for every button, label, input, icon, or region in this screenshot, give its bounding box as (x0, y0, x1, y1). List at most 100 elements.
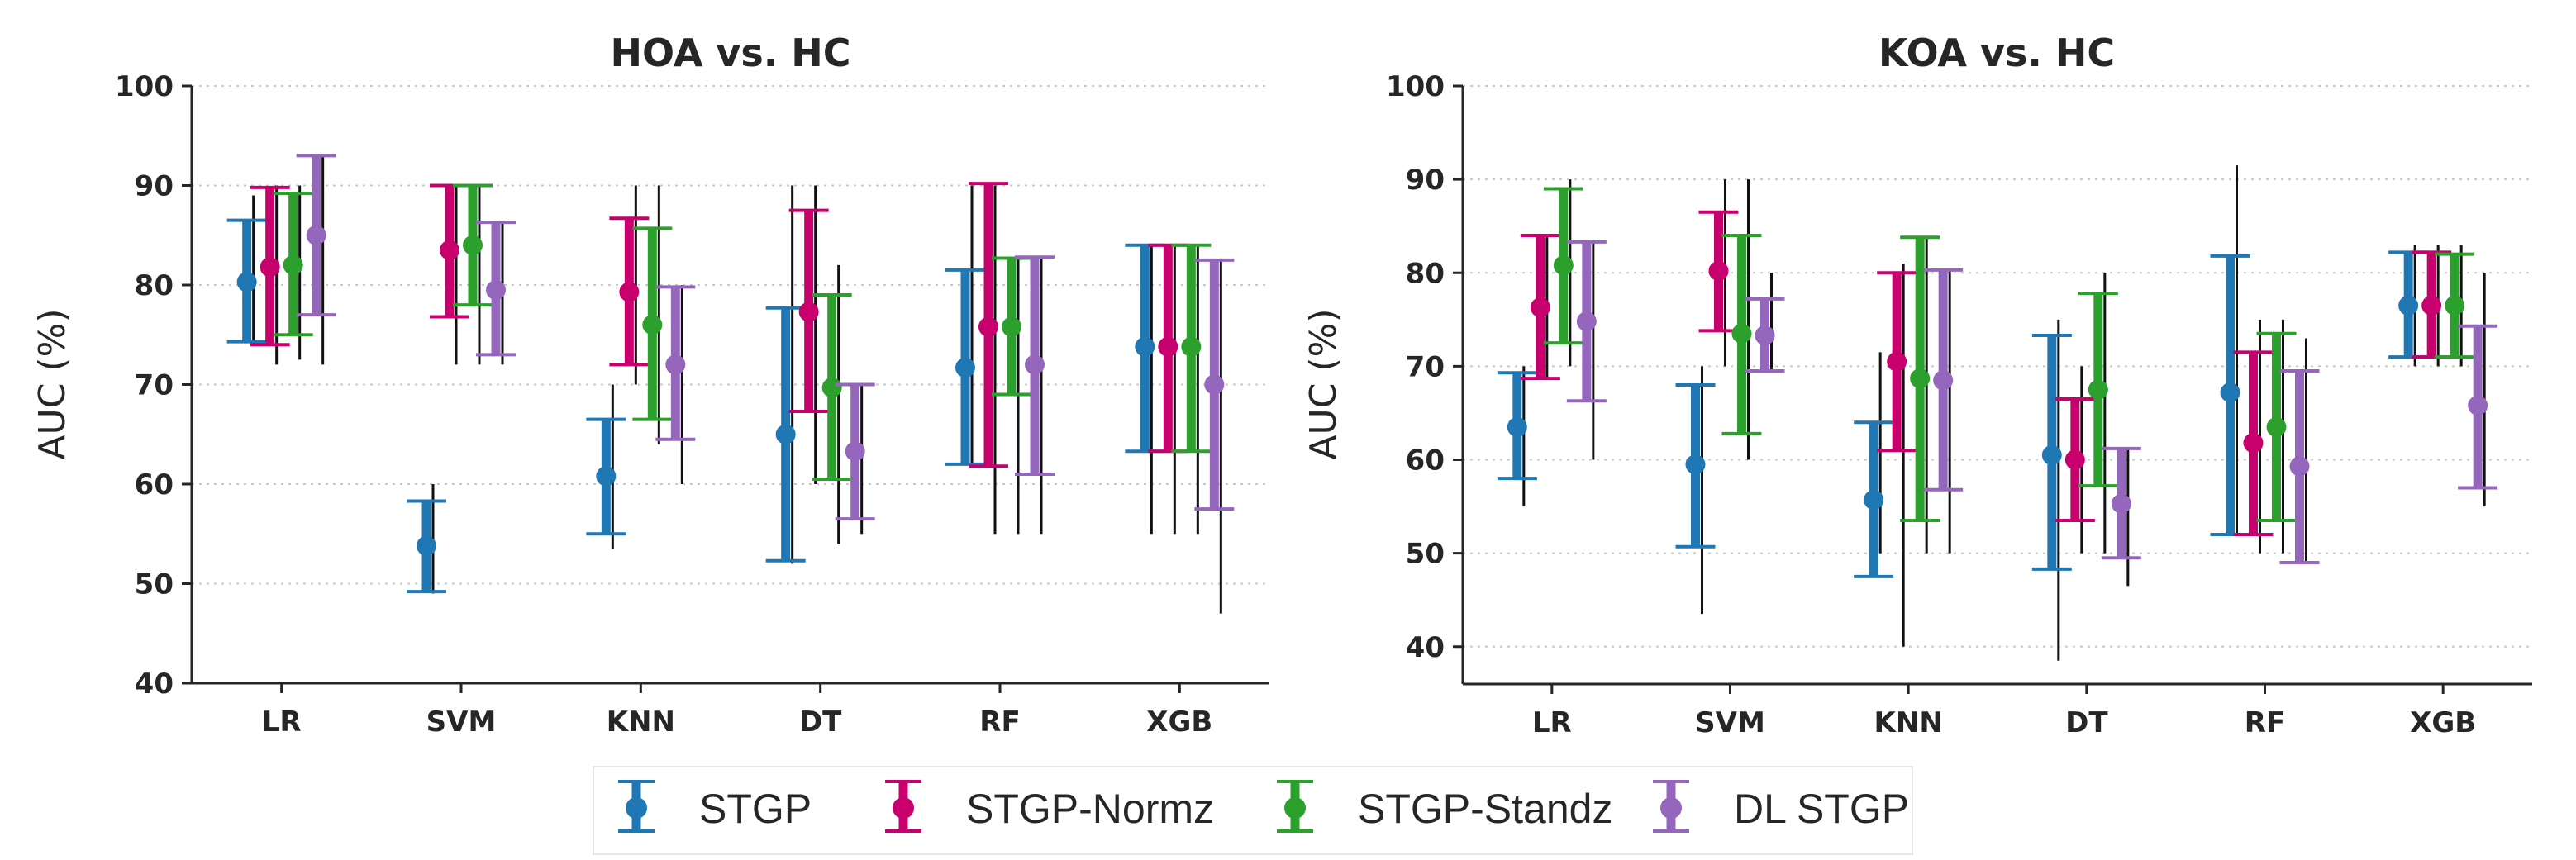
x-tick-label: DT (799, 706, 842, 739)
y-tick-label: 60 (1406, 444, 1445, 478)
mean-point (1025, 354, 1045, 375)
y-tick-label: 70 (1406, 350, 1445, 383)
errorbar-stgp-normz-xgb (1148, 243, 1188, 535)
legend-frame (593, 766, 1913, 855)
y-tick-label: 40 (1406, 631, 1445, 664)
marker-dot (893, 797, 914, 819)
mean-point (2041, 444, 2062, 465)
mean-point (619, 282, 640, 302)
mean-point (440, 240, 459, 260)
legend-marker (1653, 780, 1689, 833)
x-tick-label: DT (2065, 706, 2108, 739)
errorbar-stgp-normz-rf (2233, 319, 2274, 554)
errorbar-stgp-lr (226, 195, 267, 345)
legend-item-stgp-normz: STGP-Normz (885, 780, 1214, 833)
y-tick-label: 70 (135, 369, 174, 402)
errorbar-stgp-standz-knn (632, 185, 673, 444)
y-tick-label: 50 (1406, 538, 1445, 571)
legend-marker (1277, 780, 1313, 833)
x-tick-label: XGB (1146, 706, 1212, 739)
mean-point (665, 354, 686, 375)
errorbar-stgp-standz-lr (273, 185, 313, 360)
errorbar-stgp-standz-lr (1543, 179, 1583, 367)
legend-label: STGP (699, 786, 812, 832)
errorbar-stgp-normz-dt (788, 185, 829, 484)
y-tick-label: 60 (135, 468, 174, 501)
errorbar-stgp-knn (1854, 352, 1894, 578)
errorbar-dl-stgp-knn (1923, 268, 1964, 554)
x-tick-label: LR (262, 706, 302, 739)
errorbar-stgp-standz-dt (2078, 273, 2118, 554)
y-tick-label: 90 (135, 170, 174, 203)
mean-point (1553, 255, 1574, 276)
mean-point (955, 358, 975, 378)
mean-point (1135, 336, 1155, 357)
mean-point (1731, 323, 1752, 344)
x-tick-labels: LR SVM KNN DT RF XGB (1532, 706, 2476, 739)
legend-label: DL STGP (1734, 786, 1909, 832)
errorbar-stgp-standz-svm (453, 183, 493, 365)
mean-point (486, 280, 506, 301)
mean-point (236, 272, 257, 292)
errorbar-stgp-xgb (1125, 243, 1165, 535)
mean-point (1002, 316, 1021, 337)
errorbar-stgp-normz-svm (1698, 179, 1739, 367)
mean-point (463, 235, 483, 255)
mean-point (1507, 416, 1527, 437)
mean-point (1933, 370, 1954, 391)
mean-point (642, 315, 663, 335)
mean-point (978, 316, 998, 337)
errorbar-dl-stgp-svm (476, 221, 516, 365)
mean-point (2064, 449, 2085, 470)
x-tick-label: SVM (426, 706, 497, 739)
errorbar-stgp-svm (407, 484, 446, 594)
y-tick-label: 80 (135, 269, 174, 302)
x-tick-label: XGB (2410, 706, 2476, 739)
mean-point (1158, 336, 1178, 357)
y-tick-label: 40 (135, 668, 174, 701)
chart-hoa-vs-hc: HOA vs. HC AUC (%) 40 50 60 70 80 90 100… (31, 31, 1269, 739)
plot-area (1453, 84, 2532, 694)
x-tick-label: KNN (1874, 706, 1943, 739)
errorbar-dl-stgp-dt (835, 382, 875, 535)
errorbar-dl-stgp-rf (2279, 338, 2320, 564)
x-tick-label: LR (1532, 706, 1572, 739)
mean-point (2289, 456, 2310, 477)
x-tick-labels: LR SVM KNN DT RF XGB (262, 706, 1213, 739)
y-tick-labels: 40 50 60 70 80 90 100 (115, 70, 174, 701)
x-tick-label: SVM (1695, 706, 1765, 739)
legend: STGP STGP-Normz STGP-Standz DL STGP (593, 766, 1913, 855)
mean-point (1685, 454, 1706, 475)
errorbar-stgp-normz-dt (2055, 366, 2095, 554)
mean-point (596, 466, 617, 487)
errorbar-stgp-standz-xgb (1171, 243, 1212, 535)
marker-dot (1284, 797, 1306, 819)
errorbar-dl-stgp-svm (1745, 273, 1785, 373)
legend-marker (618, 780, 655, 833)
errorbar-stgp-knn (586, 384, 626, 549)
legend-item-stgp: STGP (618, 780, 812, 833)
errorbar-stgp-standz-dt (812, 264, 852, 544)
errorbar-dl-stgp-knn (655, 285, 696, 484)
errorbar-stgp-rf (945, 185, 985, 466)
mean-point (260, 257, 280, 278)
y-tick-labels: 40 50 60 70 80 90 100 (1386, 70, 1445, 664)
errorbar-stgp-standz-svm (1721, 179, 1762, 460)
legend-item-dl-stgp: DL STGP (1653, 780, 1909, 833)
errorbar-dl-stgp-lr (296, 154, 336, 365)
plot-area (182, 84, 1269, 693)
marker-dot (1660, 797, 1682, 819)
mean-point (775, 424, 796, 444)
mean-point (2421, 295, 2442, 316)
chart-title: KOA vs. HC (1878, 31, 2115, 75)
errorbar-stgp-dt (765, 185, 806, 564)
mean-point (2468, 395, 2488, 416)
mean-point (2111, 493, 2131, 514)
y-tick-label: 100 (1386, 70, 1445, 103)
mean-point (2243, 433, 2264, 454)
mean-point (1755, 325, 1775, 346)
x-tick-label: RF (2245, 706, 2285, 739)
mean-point (2266, 416, 2287, 437)
mean-point (1910, 368, 1931, 389)
mean-point (306, 225, 326, 245)
